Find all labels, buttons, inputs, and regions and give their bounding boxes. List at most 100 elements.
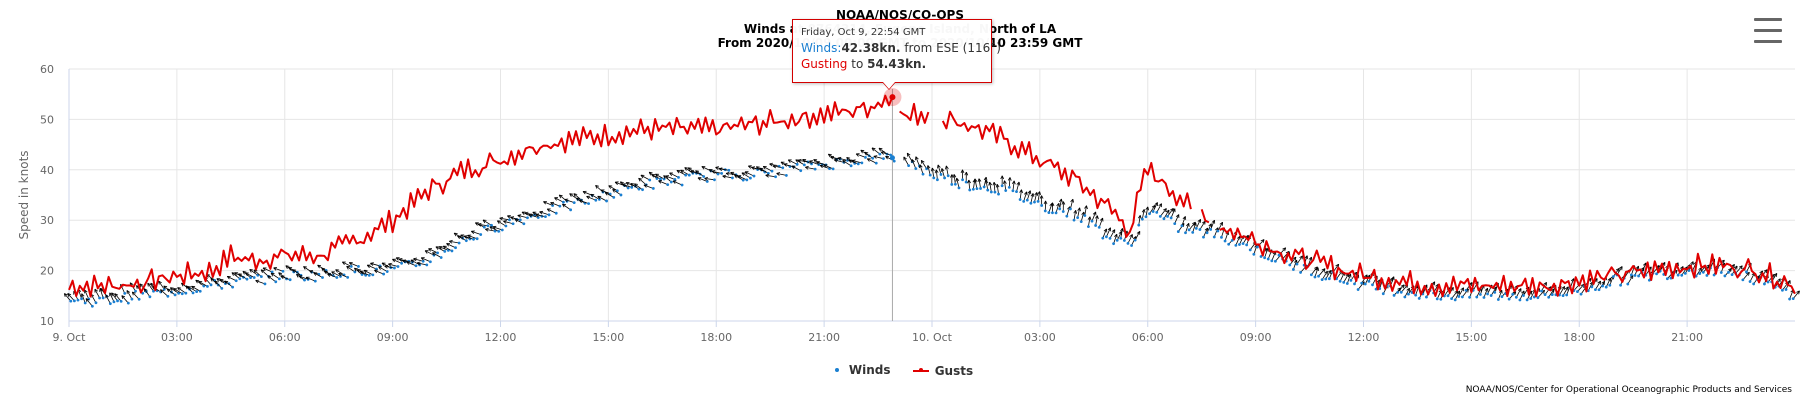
wind-arrow-shaft xyxy=(1343,273,1350,283)
wind-point xyxy=(112,300,116,304)
chart-title: NOAA/NOS/CO-OPS xyxy=(836,8,964,22)
x-tick-label: 9. Oct xyxy=(52,331,86,344)
wind-point xyxy=(907,164,911,168)
wind-point xyxy=(500,228,504,232)
wind-arrow-head xyxy=(690,170,695,174)
wind-direction-arrow xyxy=(546,208,558,215)
wind-direction-arrow xyxy=(1748,272,1756,283)
wind-arrow-shaft xyxy=(554,197,564,203)
wind-arrow-head xyxy=(1092,211,1097,216)
wind-point xyxy=(551,204,555,207)
wind-arrow-head xyxy=(864,151,869,156)
wind-point xyxy=(1345,282,1349,285)
wind-arrow-head xyxy=(1521,290,1525,295)
wind-arrow-head xyxy=(1019,189,1023,194)
wind-point xyxy=(385,270,389,273)
wind-arrow-head xyxy=(303,266,307,270)
wind-direction-arrow xyxy=(1072,210,1078,222)
wind-arrow-shaft xyxy=(795,159,805,166)
wind-point xyxy=(1547,295,1551,299)
wind-point xyxy=(1601,284,1605,288)
wind-arrow-head xyxy=(424,250,429,254)
tooltip-winds-row: Winds:42.38kn. from ESE (116°) xyxy=(801,41,1001,55)
wind-arrow-head xyxy=(1265,248,1269,252)
wind-point xyxy=(1184,231,1187,235)
wind-point xyxy=(774,175,777,179)
wind-point xyxy=(1687,269,1691,272)
wind-direction-arrow xyxy=(1184,223,1190,235)
wind-arrow-shaft xyxy=(935,169,938,180)
wind-point xyxy=(1676,273,1680,277)
wind-arrow-head xyxy=(906,152,911,157)
wind-direction-arrow xyxy=(873,155,885,161)
wind-point xyxy=(472,237,475,241)
wind-point xyxy=(76,298,80,302)
wind-point xyxy=(206,284,209,288)
legend-item-winds[interactable]: Winds xyxy=(827,363,891,377)
wind-arrow-head xyxy=(1137,215,1142,219)
wind-arrow-head xyxy=(1308,256,1313,261)
wind-point xyxy=(1324,277,1328,281)
wind-point xyxy=(882,157,885,161)
wind-arrow-shaft xyxy=(1019,189,1022,200)
wind-point xyxy=(914,167,918,171)
wind-arrow-shaft xyxy=(791,165,801,172)
wind-arrow-shaft xyxy=(1106,227,1111,237)
wind-arrow-shaft xyxy=(273,267,284,272)
wind-arrow-head xyxy=(1738,265,1743,270)
wind-arrow-shaft xyxy=(126,290,133,300)
wind-direction-arrow xyxy=(90,293,98,305)
wind-point xyxy=(1619,283,1623,287)
wind-arrow-head xyxy=(769,162,773,167)
wind-arrow-shaft xyxy=(402,260,413,263)
credits-text: NOAA/NOS/Center for Operational Oceanogr… xyxy=(1465,385,1792,395)
wind-direction-arrow xyxy=(1069,198,1074,211)
x-tick-label: 06:00 xyxy=(1132,331,1164,344)
wind-arrow-shaft xyxy=(1483,288,1488,298)
wind-direction-arrow xyxy=(1011,180,1016,193)
wind-point xyxy=(1122,239,1126,242)
wind-arrow-shaft xyxy=(363,269,374,276)
wind-arrow-shaft xyxy=(1084,205,1087,216)
wind-point xyxy=(1655,272,1658,276)
legend-item-gusts[interactable]: Gusts xyxy=(912,364,973,378)
wind-arrow-shaft xyxy=(1174,214,1180,224)
hamburger-menu-icon[interactable] xyxy=(1754,18,1782,44)
wind-arrow-shaft xyxy=(978,178,981,189)
wind-direction-arrow xyxy=(253,269,263,279)
wind-arrow-head xyxy=(143,288,148,293)
wind-arrow-head xyxy=(1607,277,1611,282)
wind-point xyxy=(522,222,526,226)
wind-arrow-head xyxy=(270,272,275,277)
wind-direction-arrow xyxy=(1216,221,1223,233)
wind-point xyxy=(1392,293,1396,297)
wind-arrow-head xyxy=(1030,193,1035,197)
wind-point xyxy=(659,177,662,181)
wind-arrow-shaft xyxy=(421,257,431,263)
chart-legend: Winds Gusts xyxy=(0,361,1800,378)
wind-direction-arrow xyxy=(1256,239,1265,249)
wind-arrow-shaft xyxy=(550,202,560,207)
wind-direction-arrow xyxy=(651,174,662,181)
wind-arrow-head xyxy=(920,159,925,164)
wind-direction-arrow xyxy=(1234,235,1241,247)
wind-arrow-shaft xyxy=(543,201,553,206)
wind-direction-arrow xyxy=(363,269,375,277)
wind-arrow-head xyxy=(378,266,383,270)
wind-arrow-head xyxy=(474,222,479,226)
wind-point xyxy=(799,169,803,173)
wind-point xyxy=(921,172,925,176)
wind-point xyxy=(1550,293,1554,297)
wind-arrow-head xyxy=(321,267,326,272)
wind-point xyxy=(1493,291,1497,294)
wind-arrow-head xyxy=(860,149,865,154)
wind-direction-arrow xyxy=(744,171,756,178)
wind-arrow-head xyxy=(305,276,310,281)
wind-point xyxy=(238,277,242,281)
wind-direction-arrow xyxy=(1104,227,1111,239)
wind-arrow-head xyxy=(94,288,98,293)
wind-point xyxy=(249,276,252,280)
wind-direction-arrow xyxy=(554,197,565,204)
wind-point xyxy=(1536,296,1540,300)
wind-arrow-head xyxy=(449,239,453,244)
